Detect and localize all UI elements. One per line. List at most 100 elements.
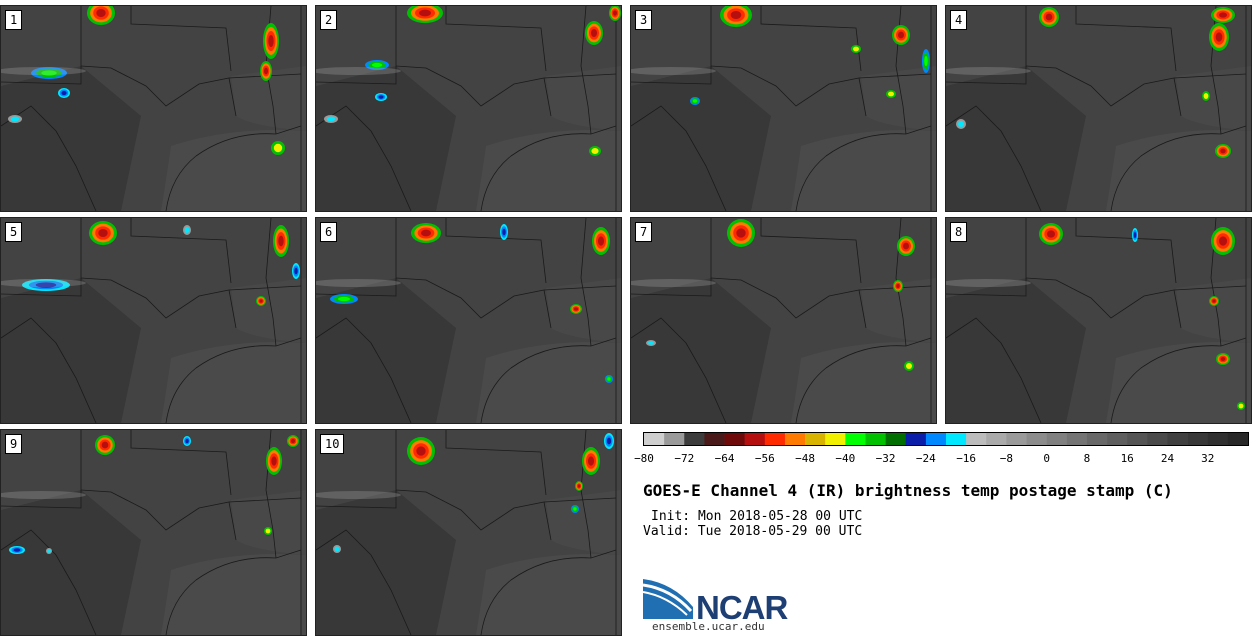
gulf-water [476, 554, 621, 635]
mexico-border [946, 105, 1042, 211]
ensemble-member-panel-4: 4 [945, 5, 1252, 212]
colorbar-swatch [1207, 433, 1229, 445]
coastline [1110, 125, 1247, 211]
state-border [580, 6, 592, 135]
cirrus-streak [1, 491, 86, 499]
eastern-land [861, 278, 936, 343]
mexico-border [316, 529, 412, 635]
cloud-top-cell [47, 549, 51, 553]
state-border [1, 218, 82, 297]
colorbar-tick: 24 [1160, 452, 1175, 465]
colorbar-swatch [1086, 433, 1108, 445]
colorbar-swatch [1107, 433, 1128, 445]
cloud-top-cell [1133, 232, 1137, 238]
cloud-top-cell [61, 90, 67, 96]
satellite-map [1, 218, 306, 423]
dark-terrain [631, 278, 771, 423]
cloud-top-cell [419, 9, 431, 17]
cloud-top-cell [588, 456, 594, 466]
gulf-water [476, 130, 621, 211]
cloud-top-cell [185, 438, 189, 444]
cirrus-streak [946, 67, 1031, 75]
member-number-label: 10 [320, 434, 345, 454]
eastern-land [546, 490, 621, 555]
state-border [1075, 218, 1177, 284]
colorbar-swatch [925, 433, 947, 445]
ncar-logo-icon [643, 579, 693, 619]
colorbar-tick: 32 [1201, 452, 1215, 465]
gulf-water [161, 554, 306, 635]
cloud-top-cell [265, 528, 271, 534]
cloud-top-cell [1047, 230, 1055, 238]
state-border [760, 218, 862, 284]
colorbar-swatch [684, 433, 705, 445]
cirrus-streak [1, 279, 86, 287]
gulf-water [1106, 130, 1251, 211]
valid-time: Valid: Tue 2018-05-29 00 UTC [643, 524, 863, 539]
cloud-top-cell [1238, 403, 1244, 409]
cloud-top-cell [41, 70, 57, 76]
cirrus-streak [1, 67, 86, 75]
colorbar-tick: −32 [875, 452, 896, 465]
gulf-water [791, 130, 936, 211]
colorbar-frame [643, 432, 1249, 446]
member-number-label: 7 [635, 222, 653, 242]
colorbar-tick: 8 [1083, 452, 1091, 465]
eastern-land [231, 66, 306, 131]
cloud-top-cell [184, 227, 190, 233]
colorbar-swatch [1006, 433, 1027, 445]
dark-terrain [946, 278, 1086, 423]
ensemble-member-panel-9: 9 [0, 429, 307, 636]
cloud-top-cell [853, 46, 859, 52]
cloud-top-cell [421, 229, 431, 237]
cloud-top-cell [648, 341, 654, 345]
cloud-top-cell [613, 10, 617, 16]
cloud-top-cell [259, 299, 263, 303]
satellite-map [316, 6, 621, 211]
colorbar-swatch [644, 433, 665, 445]
cloud-top-cell [278, 235, 284, 247]
mexico-border [1, 317, 97, 423]
cloud-top-cell [1215, 32, 1223, 42]
state-border [1075, 6, 1177, 72]
coastline [480, 125, 617, 211]
ncar-wordmark: NCAR [696, 589, 788, 626]
eastern-land [546, 66, 621, 131]
colorbar-swatch [724, 433, 745, 445]
cloud-top-cell [591, 148, 599, 154]
coastline [165, 337, 302, 423]
init-time: Init: Mon 2018-05-28 00 UTC [651, 509, 863, 524]
coastline [795, 125, 932, 211]
cloud-top-cell [1219, 12, 1227, 18]
satellite-map [1, 430, 306, 635]
cloud-top-cell [574, 307, 578, 311]
cloud-top-cell [692, 99, 698, 103]
state-border [445, 6, 547, 72]
colorbar-swatch [744, 433, 766, 445]
colorbar-tick: −72 [674, 452, 695, 465]
dark-terrain [316, 66, 456, 211]
colorbar-swatch [704, 433, 725, 445]
ensemble-member-panel-7: 7 [630, 217, 937, 424]
cloud-top-cell [326, 116, 336, 122]
cloud-top-cell [371, 62, 383, 68]
satellite-map [946, 6, 1251, 211]
cloud-top-cell [896, 284, 900, 288]
dark-terrain [316, 278, 456, 423]
dark-terrain [946, 66, 1086, 211]
ensemble-member-panel-6: 6 [315, 217, 622, 424]
cloud-top-cell [903, 242, 909, 250]
colorbar-tick: −16 [956, 452, 977, 465]
satellite-map [316, 218, 621, 423]
member-number-label: 5 [5, 222, 23, 242]
member-number-label: 6 [320, 222, 338, 242]
cirrus-streak [631, 67, 716, 75]
coastline [165, 125, 302, 211]
colorbar-swatch [865, 433, 886, 445]
colorbar-tick: −48 [795, 452, 815, 465]
dark-terrain [1, 66, 141, 211]
colorbar-swatch [986, 433, 1007, 445]
eastern-land [861, 66, 936, 131]
cloud-top-cell [591, 29, 597, 37]
state-border [445, 430, 547, 496]
